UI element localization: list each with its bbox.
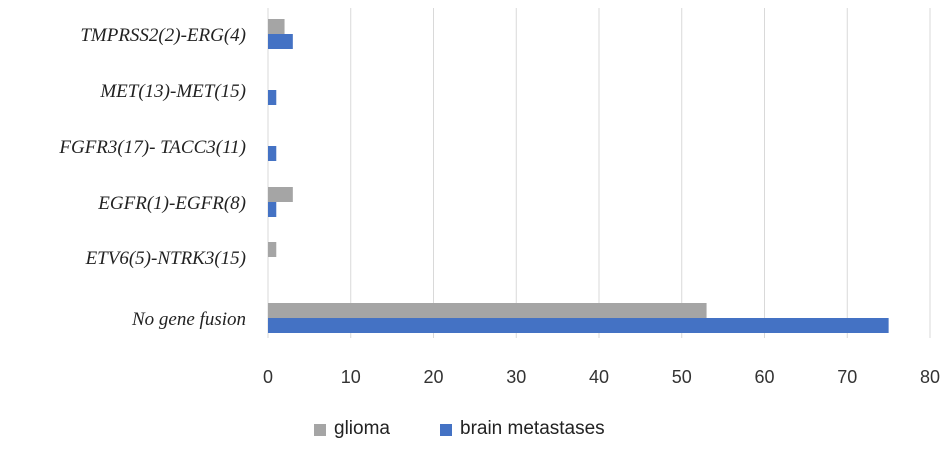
category-labels: TMPRSS2(2)-ERG(4) MET(13)-MET(15) FGFR3(17…	[58, 25, 246, 330]
x-tick-label: 50	[672, 367, 692, 387]
legend-swatch-brain-metastases	[440, 424, 452, 436]
category-label: FGFR3(17)- TACC3(11)	[58, 137, 246, 158]
legend-label: brain metastases	[460, 418, 605, 439]
bar-glioma-5	[268, 303, 707, 318]
x-tick-label: 40	[589, 367, 609, 387]
legend-swatch-glioma	[314, 424, 326, 436]
bar-brain-metastases-3	[268, 202, 277, 217]
category-label: EGFR(1)-EGFR(8)	[97, 193, 246, 214]
x-tick-label: 0	[263, 367, 273, 387]
bar-brain-metastases-2	[268, 146, 277, 161]
legend-label: glioma	[334, 418, 390, 439]
bar-glioma-0	[268, 19, 285, 34]
x-tick-label: 30	[506, 367, 526, 387]
bar-brain-metastases-1	[268, 90, 277, 105]
bar-brain-metastases-0	[268, 34, 293, 49]
x-tick-label: 10	[341, 367, 361, 387]
bar-brain-metastases-5	[268, 318, 889, 333]
x-tick-label: 80	[920, 367, 940, 387]
gridlines	[267, 8, 931, 338]
bars	[268, 19, 889, 333]
x-tick-label: 70	[837, 367, 857, 387]
x-tick-labels: 0 10 20 30 40 50 60 70 80	[263, 367, 940, 387]
category-label: MET(13)-MET(15)	[99, 81, 246, 102]
category-label: ETV6(5)-NTRK3(15)	[85, 248, 246, 269]
bar-glioma-3	[268, 187, 293, 202]
x-tick-label: 60	[754, 367, 774, 387]
category-label: TMPRSS2(2)-ERG(4)	[80, 25, 246, 46]
category-label: No gene fusion	[131, 309, 246, 330]
bar-glioma-4	[268, 242, 277, 257]
legend: glioma brain metastases	[314, 418, 605, 439]
x-tick-label: 20	[423, 367, 443, 387]
